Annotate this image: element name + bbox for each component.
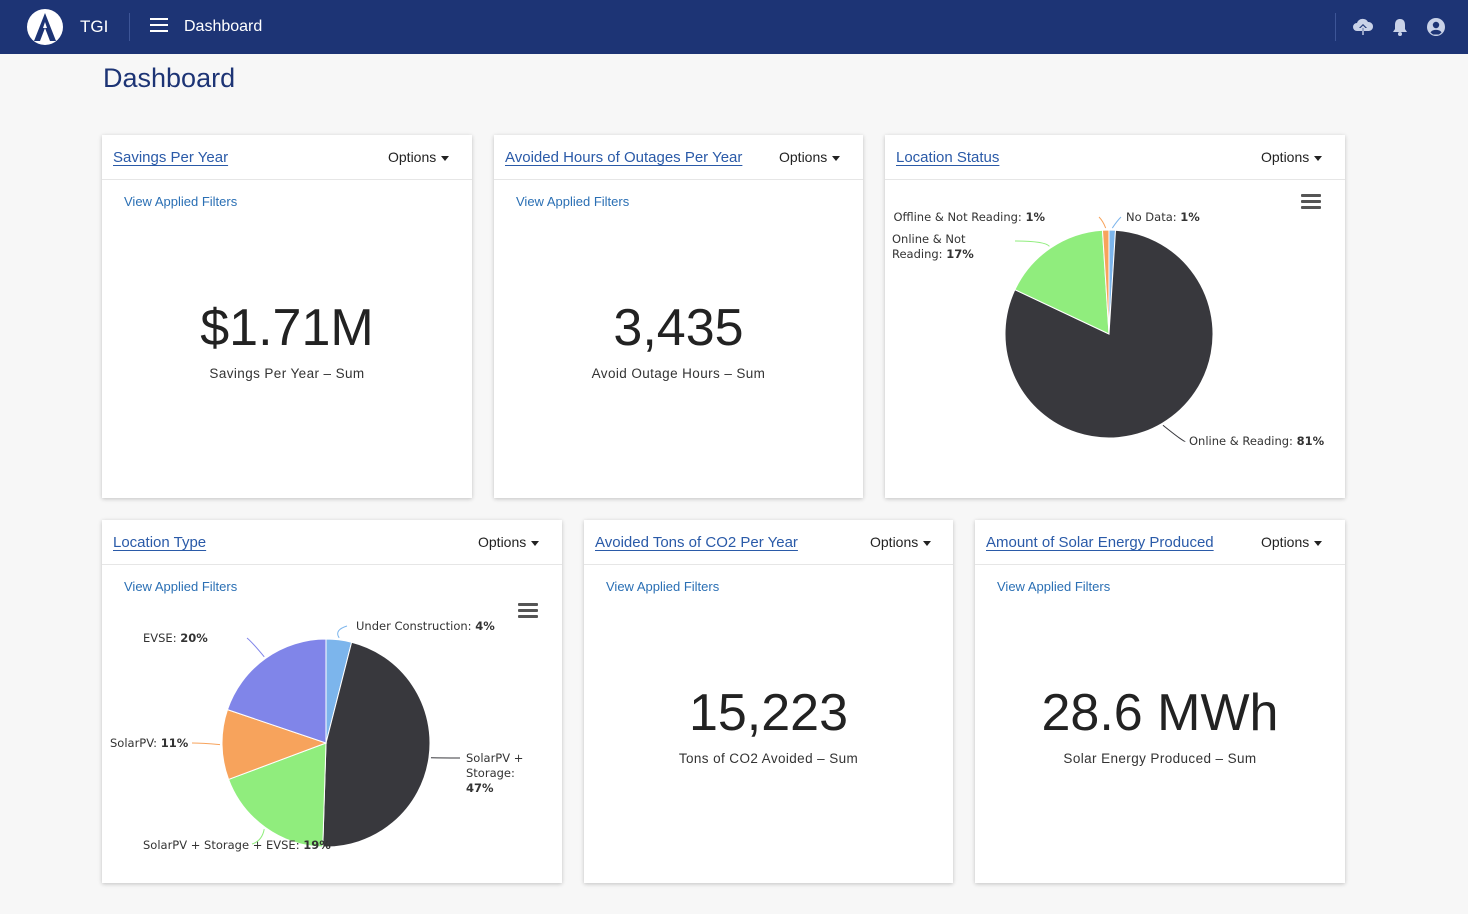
caret-down-icon: [832, 155, 841, 161]
cloud-upload-icon[interactable]: [1352, 16, 1374, 38]
pie-slice-solarpv-storage[interactable]: [322, 641, 431, 848]
kpi-label: Avoid Outage Hours – Sum: [591, 366, 766, 381]
card-title-link[interactable]: Location Type: [113, 534, 207, 551]
kpi-label: Solar Energy Produced – Sum: [1063, 751, 1257, 766]
options-dropdown[interactable]: Options: [870, 534, 932, 550]
co2-card: Avoided Tons of CO2 Per Year Options Vie…: [584, 520, 953, 883]
pie-label-evse: EVSE: 20%: [143, 631, 208, 645]
chart-menu-icon[interactable]: [518, 603, 538, 619]
location-status-card: Location Status Options No Data: 1% Onlin…: [885, 135, 1345, 498]
user-circle-icon[interactable]: [1425, 16, 1447, 38]
caret-down-icon: [1314, 155, 1323, 161]
pie-connector-evse: [246, 637, 265, 658]
solar-card: Amount of Solar Energy Produced Options …: [975, 520, 1345, 883]
view-applied-filters-link[interactable]: View Applied Filters: [124, 579, 238, 594]
nav-divider: [1335, 13, 1336, 41]
pie-label-solarpv: SolarPV: 11%: [110, 736, 189, 750]
options-label: Options: [870, 534, 919, 550]
pie-connector-offline-not-reading: [1098, 216, 1107, 229]
logo-icon[interactable]: [26, 8, 64, 46]
kpi-label: Savings Per Year – Sum: [209, 366, 365, 381]
pie-label-offline-not-reading: Offline & Not Reading: 1%: [893, 210, 1045, 224]
pie-label-online-reading: Online & Reading: 81%: [1189, 434, 1325, 448]
card-header: Amount of Solar Energy Produced Options: [975, 520, 1345, 565]
pie-connector-no-data: [1111, 216, 1122, 229]
card-header: Location Type Options: [102, 520, 562, 565]
location-status-pie-chart: No Data: 1% Online & Reading: 81% Online &…: [892, 210, 1325, 448]
view-applied-filters-link[interactable]: View Applied Filters: [606, 579, 720, 594]
outages-card: Avoided Hours of Outages Per Year Option…: [494, 135, 863, 498]
bell-icon[interactable]: [1389, 16, 1411, 38]
kpi-label: Tons of CO2 Avoided – Sum: [678, 751, 859, 766]
pie-slice-solarpv-storage-evse[interactable]: [227, 742, 327, 848]
brand-name: TGI: [80, 17, 109, 36]
menu-icon[interactable]: [150, 18, 170, 36]
card-title-link[interactable]: Amount of Solar Energy Produced: [986, 534, 1214, 551]
card-header: Location Status Options: [885, 135, 1345, 180]
nav-divider: [129, 13, 130, 41]
caret-down-icon: [923, 540, 932, 546]
pie-label-solarpv-storage-evse: SolarPV + Storage + EVSE: 19%: [143, 838, 331, 852]
options-dropdown[interactable]: Options: [1261, 149, 1323, 165]
options-label: Options: [478, 534, 527, 550]
pie-connector-solarpv-storage-evse: [251, 829, 265, 845]
pie-slice-offline-not-reading[interactable]: [1101, 229, 1110, 335]
view-applied-filters-link[interactable]: View Applied Filters: [997, 579, 1111, 594]
card-title-link[interactable]: Avoided Tons of CO2 Per Year: [595, 534, 798, 551]
view-applied-filters-link[interactable]: View Applied Filters: [516, 194, 630, 209]
pie-label-no-data: No Data: 1%: [1126, 210, 1200, 224]
pie-label-under-construction: Under Construction: 4%: [356, 619, 495, 633]
chart-menu-icon[interactable]: [1301, 194, 1321, 210]
pie-connector-under-construction: [337, 625, 348, 639]
options-label: Options: [1261, 534, 1310, 550]
pie-slice-online-not-reading[interactable]: [1014, 229, 1110, 335]
card-title-link[interactable]: Avoided Hours of Outages Per Year: [505, 149, 743, 166]
options-dropdown[interactable]: Options: [478, 534, 540, 550]
pie-slice-solarpv[interactable]: [221, 708, 328, 781]
pie-label-solarpv-storage: SolarPV + Storage: 47%: [466, 751, 523, 795]
card-title-link[interactable]: Savings Per Year: [113, 149, 229, 166]
top-nav-bar: TGI Dashboard: [0, 0, 1468, 54]
caret-down-icon: [531, 540, 540, 546]
pie-connector-solarpv: [191, 742, 221, 746]
pie-slice-evse[interactable]: [226, 638, 327, 744]
kpi-value: 15,223: [688, 684, 849, 742]
view-applied-filters-link[interactable]: View Applied Filters: [124, 194, 238, 209]
pie-connector-online-not-reading: [1014, 240, 1050, 247]
options-label: Options: [1261, 149, 1310, 165]
page-title: Dashboard: [103, 63, 236, 93]
card-header: Savings Per Year Options: [102, 135, 472, 180]
options-dropdown[interactable]: Options: [779, 149, 841, 165]
card-header: Avoided Tons of CO2 Per Year Options: [584, 520, 953, 565]
kpi-value: 3,435: [613, 299, 744, 357]
kpi-value: $1.71M: [200, 299, 374, 357]
caret-down-icon: [1314, 540, 1323, 546]
nav-page-title: Dashboard: [184, 18, 263, 35]
kpi-value: 28.6 MWh: [1041, 684, 1279, 742]
pie-connector-online-reading: [1162, 424, 1186, 442]
location-type-pie-chart: Under Construction: 4% SolarPV + Storage: 4…: [110, 619, 523, 852]
options-dropdown[interactable]: Options: [1261, 534, 1323, 550]
card-title-link[interactable]: Location Status: [896, 149, 1000, 166]
card-header: Avoided Hours of Outages Per Year Option…: [494, 135, 863, 180]
location-type-card: Location Type Options View Applied Filte…: [102, 520, 562, 883]
caret-down-icon: [441, 155, 450, 161]
pie-label-online-not-reading: Online & Not Reading: 17%: [892, 232, 974, 261]
options-label: Options: [779, 149, 828, 165]
options-dropdown[interactable]: Options: [388, 149, 450, 165]
savings-card: Savings Per Year Options View Applied Fi…: [102, 135, 472, 498]
options-label: Options: [388, 149, 437, 165]
